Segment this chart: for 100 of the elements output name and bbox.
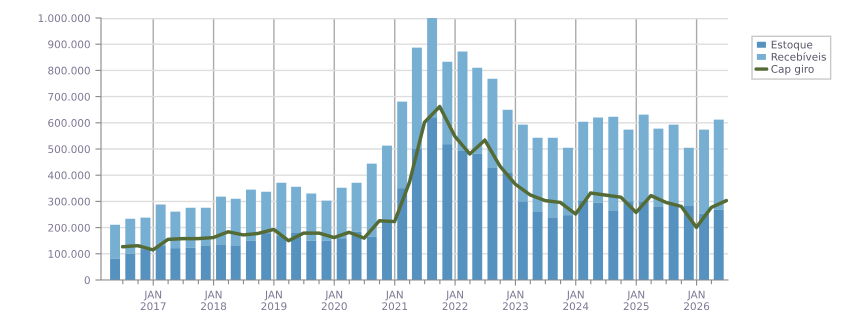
bar xyxy=(261,233,272,280)
bar xyxy=(125,254,136,280)
y-tick-label: 800.000 xyxy=(48,66,90,75)
bar xyxy=(638,114,649,202)
bar xyxy=(593,202,604,280)
y-tick-label: 200.000 xyxy=(48,224,90,232)
bar xyxy=(532,138,543,212)
bar xyxy=(548,138,558,218)
bar xyxy=(186,248,196,280)
legend-label: Cap giro xyxy=(771,64,814,75)
bar xyxy=(352,232,362,280)
bar xyxy=(427,18,438,118)
bar xyxy=(427,117,438,280)
x-tick-label: JAN 2017 xyxy=(140,290,166,310)
bar xyxy=(140,249,150,280)
bar xyxy=(653,206,664,280)
x-tick-label: JAN 2024 xyxy=(563,290,588,310)
y-tick-label: 100.000 xyxy=(48,250,90,258)
x-tick-label: JAN 2019 xyxy=(261,290,286,310)
bar xyxy=(608,116,618,211)
bar xyxy=(276,182,286,236)
bar xyxy=(653,128,664,207)
y-tick-label: 500.000 xyxy=(48,145,90,154)
bar xyxy=(699,214,709,280)
bar xyxy=(608,210,618,280)
bar xyxy=(472,154,482,280)
bar xyxy=(336,188,347,238)
bar xyxy=(563,216,573,280)
bar xyxy=(322,240,332,280)
bar xyxy=(563,148,573,216)
y-tick-label: 400.000 xyxy=(48,171,90,180)
bar xyxy=(518,124,528,202)
bar xyxy=(442,144,452,280)
bar xyxy=(110,258,120,280)
bar xyxy=(352,182,362,232)
bar xyxy=(548,218,558,280)
x-tick-label: JAN 2018 xyxy=(201,290,226,310)
bar xyxy=(578,200,588,280)
y-tick-label: 300.000 xyxy=(48,198,90,206)
bar xyxy=(487,168,498,280)
y-tick-label: 1.000.000 xyxy=(38,14,90,22)
bar xyxy=(714,120,724,210)
y-tick-label: 0 xyxy=(84,276,90,284)
bar xyxy=(246,190,256,241)
bar xyxy=(624,201,634,280)
bar xyxy=(684,148,694,206)
bar xyxy=(306,240,316,280)
bar xyxy=(216,196,226,245)
bar xyxy=(216,244,226,280)
bar xyxy=(200,246,211,280)
bar xyxy=(578,122,588,201)
bar xyxy=(170,212,180,249)
bar xyxy=(170,248,180,280)
bar xyxy=(487,78,498,168)
y-tick-label: 600.000 xyxy=(48,119,90,127)
bar xyxy=(699,130,709,214)
bar xyxy=(624,130,634,202)
bar xyxy=(593,118,604,203)
bar xyxy=(518,202,528,280)
bar xyxy=(200,208,211,246)
bar xyxy=(714,210,724,280)
y-tick-label: 700.000 xyxy=(48,92,90,101)
legend-label: Estoque xyxy=(772,40,812,51)
bar xyxy=(156,204,166,246)
bar xyxy=(366,236,377,280)
x-tick-label: JAN 2023 xyxy=(502,290,528,310)
x-tick-label: JAN 2022 xyxy=(442,290,468,310)
x-tick-label: JAN 2025 xyxy=(624,290,649,310)
bar xyxy=(382,146,392,222)
bar xyxy=(502,172,513,280)
bar xyxy=(442,62,452,145)
bar xyxy=(291,232,302,280)
bar xyxy=(458,150,468,280)
legend-label: Recebíveis xyxy=(772,52,826,61)
bar xyxy=(412,48,422,149)
x-tick-label: JAN 2020 xyxy=(322,290,347,310)
bar xyxy=(276,236,286,280)
bar xyxy=(668,124,679,205)
bar xyxy=(684,206,694,280)
bar xyxy=(140,218,150,250)
bar xyxy=(458,52,468,151)
bar xyxy=(246,240,256,280)
bar xyxy=(382,222,392,280)
y-tick-label: 900.000 xyxy=(48,40,90,48)
bar xyxy=(412,149,422,280)
bar xyxy=(322,200,332,241)
bar xyxy=(230,246,241,280)
bar xyxy=(261,192,272,234)
bar xyxy=(110,224,120,259)
bar xyxy=(638,202,649,280)
bar xyxy=(336,238,347,280)
bar xyxy=(532,212,543,280)
bar xyxy=(502,110,513,173)
x-tick-label: JAN 2026 xyxy=(684,290,710,310)
bar xyxy=(186,208,196,248)
line-series xyxy=(120,104,728,252)
bar xyxy=(397,102,408,189)
bar xyxy=(156,246,166,280)
bar xyxy=(291,186,302,233)
x-tick-label: JAN 2021 xyxy=(382,290,408,310)
